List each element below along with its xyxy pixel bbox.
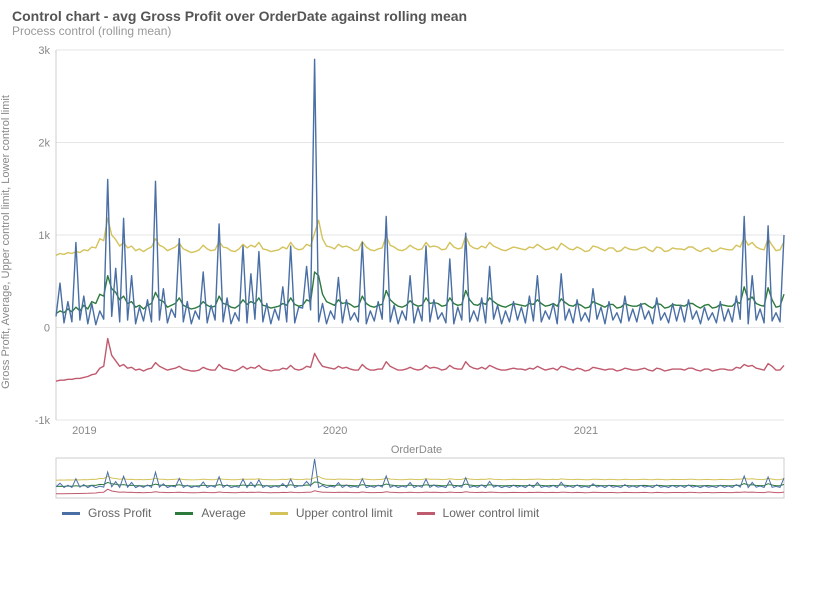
legend: Gross Profit Average Upper control limit Lo… (12, 500, 821, 520)
svg-text:2020: 2020 (323, 425, 347, 437)
overview-chart-area (12, 456, 821, 500)
legend-swatch (417, 512, 435, 515)
legend-item-average[interactable]: Average (175, 506, 245, 520)
legend-item-upper[interactable]: Upper control limit (270, 506, 393, 520)
overview-chart-svg[interactable] (12, 456, 792, 500)
svg-text:3k: 3k (38, 45, 50, 57)
svg-text:0: 0 (44, 323, 50, 335)
legend-item-gross_profit[interactable]: Gross Profit (62, 506, 151, 520)
mini-series-upper (56, 476, 784, 480)
main-chart-area: Gross Profit, Average, Upper control lim… (12, 42, 821, 442)
mini-series-lower (56, 489, 784, 494)
mini-series-gross_profit (56, 459, 784, 488)
legend-item-lower[interactable]: Lower control limit (417, 506, 540, 520)
legend-label: Upper control limit (296, 506, 393, 520)
x-axis-label: OrderDate (12, 444, 821, 456)
chart-subtitle: Process control (rolling mean) (12, 24, 821, 38)
svg-text:2019: 2019 (72, 425, 96, 437)
series-lower (56, 339, 784, 382)
chart-title: Control chart - avg Gross Profit over Or… (12, 8, 821, 24)
legend-swatch (270, 512, 288, 515)
svg-text:-1k: -1k (35, 415, 51, 427)
series-gross_profit (56, 59, 784, 324)
legend-label: Lower control limit (443, 506, 540, 520)
legend-swatch (62, 512, 80, 515)
svg-text:1k: 1k (38, 230, 50, 242)
legend-label: Gross Profit (88, 506, 151, 520)
svg-text:2021: 2021 (574, 425, 598, 437)
main-chart-svg[interactable]: -1k 0 1k 2k 3k 2019 2020 2021 (12, 42, 792, 442)
svg-text:2k: 2k (38, 138, 50, 150)
series-upper (56, 218, 784, 255)
legend-label: Average (201, 506, 245, 520)
legend-swatch (175, 512, 193, 515)
y-axis-label: Gross Profit, Average, Upper control lim… (0, 95, 12, 389)
